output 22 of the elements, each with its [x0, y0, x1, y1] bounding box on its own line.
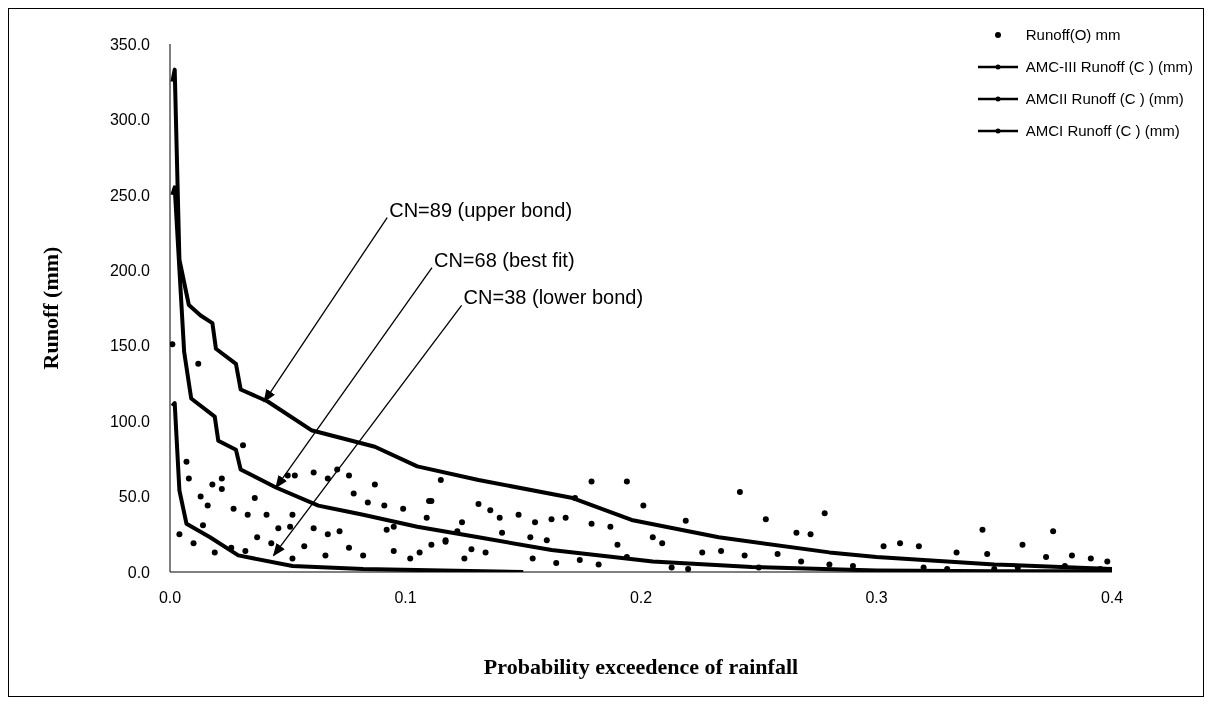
x-tick-label: 0.2	[629, 589, 653, 607]
x-axis-title: Probability exceedence of rainfall	[483, 654, 799, 679]
legend-label: AMC-III Runoff (C ) (mm)	[1025, 57, 1193, 77]
legend-label: AMCI Runoff (C ) (mm)	[1025, 121, 1180, 141]
x-tick-label: 0.3	[865, 589, 888, 607]
x-tick-label: 0.0	[158, 589, 182, 607]
x-tick-label: 0.4	[1100, 589, 1124, 607]
y-tick-label: 250.0	[109, 186, 151, 204]
annotation: CN=89 (upper bond)	[389, 198, 573, 221]
legend-label: Runoff(O) mm	[1025, 25, 1121, 45]
annotation: CN=68 (best fit)	[433, 248, 575, 271]
annotation: CN=38 (lower bond)	[463, 286, 644, 309]
y-axis-title: Runoff (mm)	[37, 246, 63, 370]
y-tick-label: 50.0	[118, 488, 151, 506]
y-tick-label: 200.0	[109, 261, 151, 279]
y-tick-label: 0.0	[127, 563, 151, 581]
y-tick-label: 350.0	[109, 35, 151, 53]
legend-label: AMCII Runoff (C ) (mm)	[1025, 89, 1184, 109]
y-tick-label: 100.0	[109, 412, 151, 430]
x-tick-label: 0.1	[394, 589, 417, 607]
y-tick-label: 300.0	[109, 111, 151, 129]
y-tick-label: 150.0	[109, 337, 151, 355]
